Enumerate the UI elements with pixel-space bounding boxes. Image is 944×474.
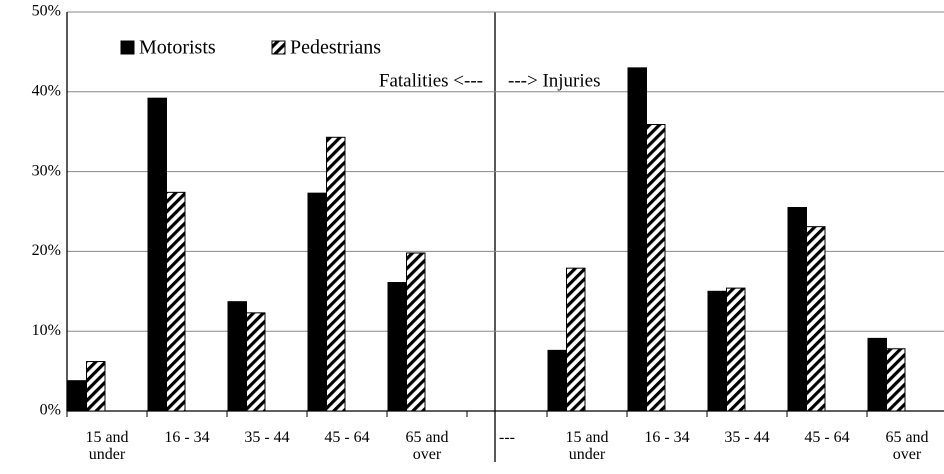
bar [806, 226, 826, 412]
bar [147, 97, 167, 412]
bar [726, 287, 746, 412]
bar [307, 192, 327, 412]
bar [646, 124, 666, 412]
y-tick-label: 40% [32, 82, 61, 99]
y-tick-label: 30% [32, 162, 61, 179]
bar [246, 312, 266, 412]
y-tick-label: 10% [32, 322, 61, 339]
x-tick-label: 16 - 34 [164, 429, 210, 446]
x-tick-label: 15 and under [85, 429, 129, 463]
bar [707, 290, 727, 412]
x-tick-label: 16 - 34 [644, 429, 690, 446]
x-tick-label: 45 - 64 [324, 429, 370, 446]
x-tick-label: 35 - 44 [724, 429, 770, 446]
annotation: ---> Injuries [508, 70, 601, 91]
bar [547, 349, 567, 412]
annotation: Fatalities <--- [379, 70, 483, 91]
bar [326, 136, 346, 412]
bar [227, 301, 247, 412]
legend-label: Pedestrians [290, 37, 381, 59]
bar [86, 361, 106, 412]
bar [886, 348, 906, 412]
bar [787, 207, 807, 412]
bar [406, 252, 426, 412]
y-tick-label: 20% [32, 242, 61, 259]
bar [387, 282, 407, 412]
x-tick-label: 35 - 44 [244, 429, 290, 446]
x-tick-label: 65 and over [405, 429, 449, 463]
legend-swatch [120, 40, 135, 55]
bar [566, 267, 586, 412]
bar [627, 67, 647, 412]
y-tick-label: 50% [32, 3, 61, 20]
bar [867, 337, 887, 412]
bar [166, 191, 186, 412]
y-tick-label: 0% [40, 402, 61, 419]
legend-swatch [271, 40, 286, 55]
bar [67, 380, 87, 412]
x-tick-label: 45 - 64 [804, 429, 850, 446]
legend-label: Motorists [139, 37, 216, 59]
x-tick-label: 65 and over [885, 429, 929, 463]
x-tick-label: 15 and under [565, 429, 609, 463]
x-tick-label: --- [499, 429, 515, 446]
